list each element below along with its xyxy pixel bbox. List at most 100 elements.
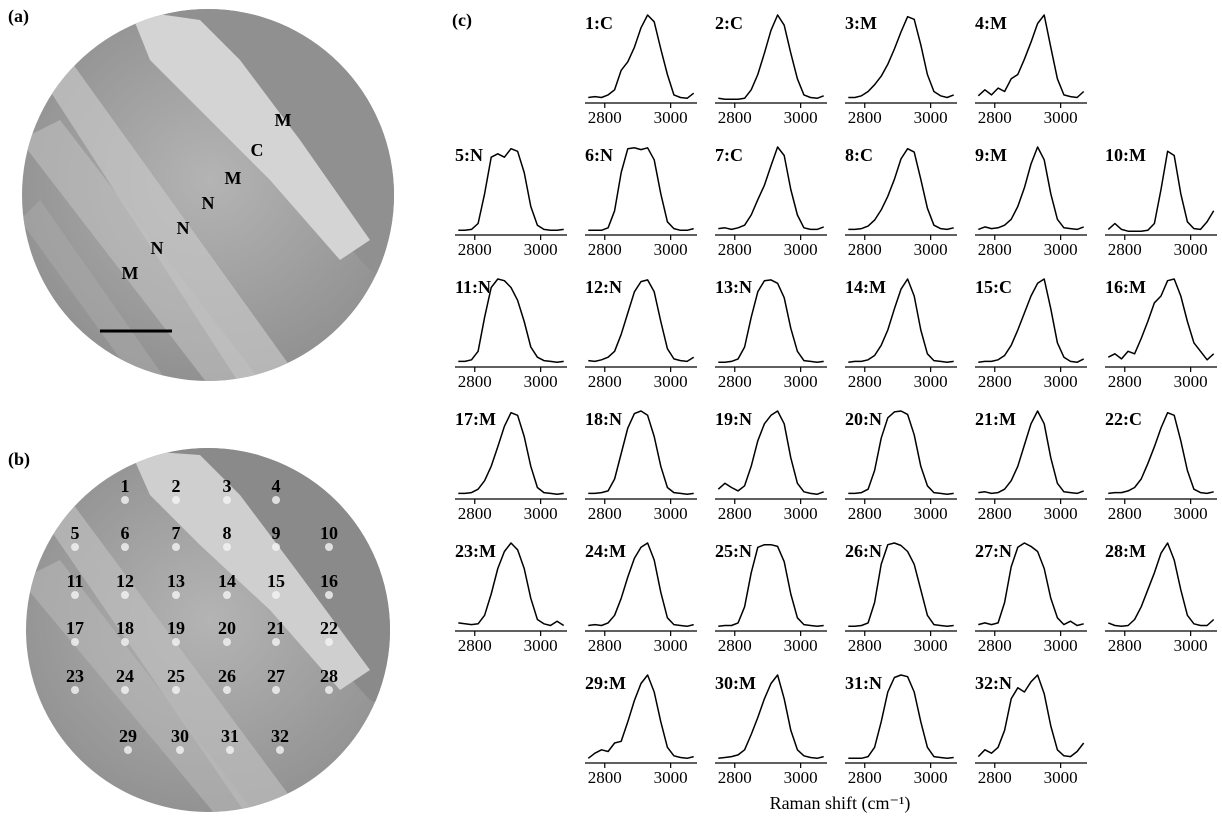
spectrum-title: 8:C — [845, 145, 873, 165]
panel-label: (c) — [452, 10, 472, 31]
spectrum-title: 28:M — [1105, 541, 1146, 561]
spot-label: 17 — [66, 618, 84, 638]
spectrum-title: 27:N — [975, 541, 1012, 561]
spot-label: 11 — [66, 571, 83, 591]
x-tick-label: 3000 — [784, 372, 818, 391]
spectrum-title: 11:N — [455, 277, 491, 297]
x-tick-label: 2800 — [848, 636, 882, 655]
laser-spot — [276, 746, 284, 754]
figure: (a) (b) (c) Raman shift (cm⁻¹) MCMNNNM12… — [0, 0, 1222, 817]
x-tick-label: 3000 — [1174, 504, 1208, 523]
x-tick-label: 2800 — [458, 372, 492, 391]
x-tick-label: 2800 — [588, 636, 622, 655]
laser-spot — [272, 638, 280, 646]
region-marker: N — [151, 238, 164, 258]
x-tick-label: 3000 — [914, 636, 948, 655]
spectrum-title: 24:M — [585, 541, 626, 561]
spectrum-title: 31:N — [845, 673, 882, 693]
laser-spot — [223, 591, 231, 599]
laser-spot — [172, 591, 180, 599]
x-tick-label: 3000 — [784, 504, 818, 523]
spectrum-title: 23:M — [455, 541, 496, 561]
spectrum-title: 2:C — [715, 13, 743, 33]
spectrum-title: 19:N — [715, 409, 752, 429]
spectrum-title: 29:M — [585, 673, 626, 693]
laser-spot — [223, 638, 231, 646]
laser-spot — [121, 496, 129, 504]
x-tick-label: 3000 — [1044, 768, 1078, 787]
x-tick-label: 3000 — [784, 240, 818, 259]
x-tick-label: 3000 — [914, 240, 948, 259]
laser-spot — [325, 543, 333, 551]
spot-label: 32 — [271, 726, 289, 746]
x-tick-label: 3000 — [654, 372, 688, 391]
x-tick-label: 3000 — [784, 108, 818, 127]
spot-label: 2 — [172, 476, 181, 496]
spot-label: 31 — [221, 726, 239, 746]
x-tick-label: 2800 — [1108, 636, 1142, 655]
x-tick-label: 3000 — [1044, 504, 1078, 523]
laser-spot — [124, 746, 132, 754]
laser-spot — [172, 543, 180, 551]
laser-spot — [172, 686, 180, 694]
x-tick-label: 3000 — [1044, 240, 1078, 259]
laser-spot — [172, 496, 180, 504]
spot-label: 23 — [66, 666, 84, 686]
x-tick-label: 2800 — [588, 372, 622, 391]
laser-spot — [272, 543, 280, 551]
x-tick-label: 3000 — [654, 240, 688, 259]
spot-label: 30 — [171, 726, 189, 746]
x-tick-label: 3000 — [524, 504, 558, 523]
spectrum-title: 25:N — [715, 541, 752, 561]
x-tick-label: 3000 — [524, 372, 558, 391]
region-marker: M — [275, 110, 292, 130]
x-tick-label: 3000 — [524, 636, 558, 655]
x-tick-label: 3000 — [1174, 636, 1208, 655]
panel-label: (b) — [8, 449, 30, 470]
spectrum-title: 5:N — [455, 145, 483, 165]
page: (a) (b) (c) Raman shift (cm⁻¹) MCMNNNM12… — [0, 0, 1222, 817]
spectrum-title: 17:M — [455, 409, 496, 429]
laser-spot — [176, 746, 184, 754]
spot-label: 18 — [116, 618, 134, 638]
laser-spot — [121, 686, 129, 694]
x-tick-label: 2800 — [848, 372, 882, 391]
laser-spot — [325, 638, 333, 646]
laser-spot — [223, 543, 231, 551]
laser-spot — [121, 591, 129, 599]
x-tick-label: 3000 — [1044, 108, 1078, 127]
x-tick-label: 2800 — [718, 504, 752, 523]
x-tick-label: 3000 — [914, 372, 948, 391]
spot-label: 21 — [267, 618, 285, 638]
spot-label: 6 — [121, 523, 130, 543]
x-tick-label: 2800 — [978, 768, 1012, 787]
spot-label: 3 — [223, 476, 232, 496]
spot-label: 9 — [272, 523, 281, 543]
spot-label: 12 — [116, 571, 134, 591]
x-tick-label: 3000 — [524, 240, 558, 259]
x-tick-label: 3000 — [1174, 372, 1208, 391]
x-tick-label: 2800 — [718, 372, 752, 391]
spot-label: 25 — [167, 666, 185, 686]
x-tick-label: 3000 — [654, 108, 688, 127]
spot-label: 27 — [267, 666, 285, 686]
spectrum-title: 20:N — [845, 409, 882, 429]
spectrum-title: 14:M — [845, 277, 886, 297]
x-tick-label: 2800 — [848, 504, 882, 523]
laser-spot — [325, 686, 333, 694]
x-tick-label: 3000 — [1044, 636, 1078, 655]
laser-spot — [272, 591, 280, 599]
x-tick-label: 2800 — [1108, 372, 1142, 391]
spot-label: 24 — [116, 666, 134, 686]
region-marker: N — [202, 193, 215, 213]
spectrum-title: 1:C — [585, 13, 613, 33]
spectrum-title: 13:N — [715, 277, 752, 297]
x-axis-label: Raman shift (cm⁻¹) — [770, 793, 911, 814]
x-tick-label: 2800 — [978, 504, 1012, 523]
spot-label: 8 — [223, 523, 232, 543]
panel-label: (a) — [8, 6, 29, 27]
laser-spot — [121, 638, 129, 646]
x-tick-label: 3000 — [914, 768, 948, 787]
micrograph-b — [0, 440, 420, 817]
region-marker: M — [122, 263, 139, 283]
